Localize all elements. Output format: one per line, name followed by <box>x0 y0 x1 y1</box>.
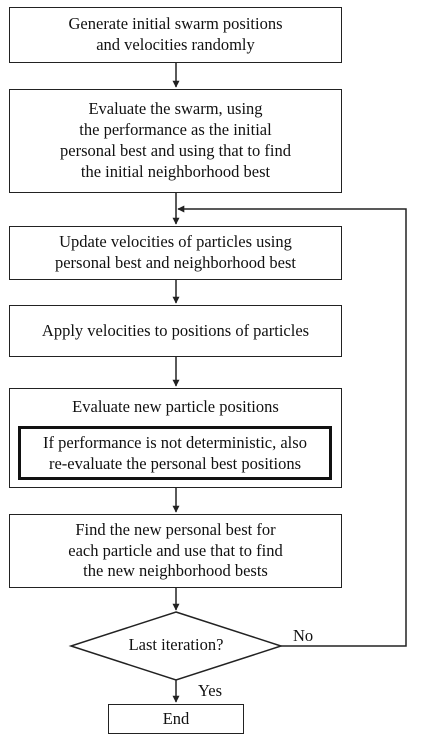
step-text-line: personal best and using that to find <box>60 141 291 160</box>
no-branch-label: No <box>293 626 314 645</box>
step-end: End <box>108 704 244 734</box>
decision-text: Last iteration? <box>128 635 224 654</box>
note-text-line: re-evaluate the personal best positions <box>48 454 301 473</box>
step-apply-velocities: Apply velocities to positions of particl… <box>9 305 342 357</box>
step-text-line: Update velocities of particles using <box>59 232 292 252</box>
step-text-line: Apply velocities to positions of particl… <box>41 320 310 340</box>
loop-back-arrow <box>177 205 407 647</box>
step-text-line: the initial neighborhood best <box>80 161 271 181</box>
step-update-velocities: Update velocities of particles using per… <box>9 226 342 280</box>
note-reevaluate-personal-best: If performance is not deterministic, als… <box>18 426 332 480</box>
step-title: Evaluate new particle positions <box>72 397 279 416</box>
note-text-line: If performance is not deterministic, als… <box>43 432 307 452</box>
step-text-line: Evaluate the swarm, using <box>88 99 263 119</box>
step-evaluate-swarm: Evaluate the swarm, using the performanc… <box>9 89 342 193</box>
step-find-new-personal-best: Find the new personal best for each part… <box>9 514 342 588</box>
step-generate-initial-swarm: Generate initial swarm positions and vel… <box>9 7 342 63</box>
step-text-line: personal best and neighborhood best <box>54 253 297 272</box>
step-text-line: the new neighborhood bests <box>83 561 268 581</box>
yes-branch-label: Yes <box>198 681 223 700</box>
step-text-line: each particle and use that to find <box>68 540 283 560</box>
step-text-line: Generate initial swarm positions <box>68 14 283 34</box>
end-text: End <box>162 708 190 728</box>
step-text-line: Find the new personal best for <box>75 519 276 539</box>
step-text-line: the performance as the initial <box>79 120 272 140</box>
step-text-line: and velocities randomly <box>96 35 255 54</box>
